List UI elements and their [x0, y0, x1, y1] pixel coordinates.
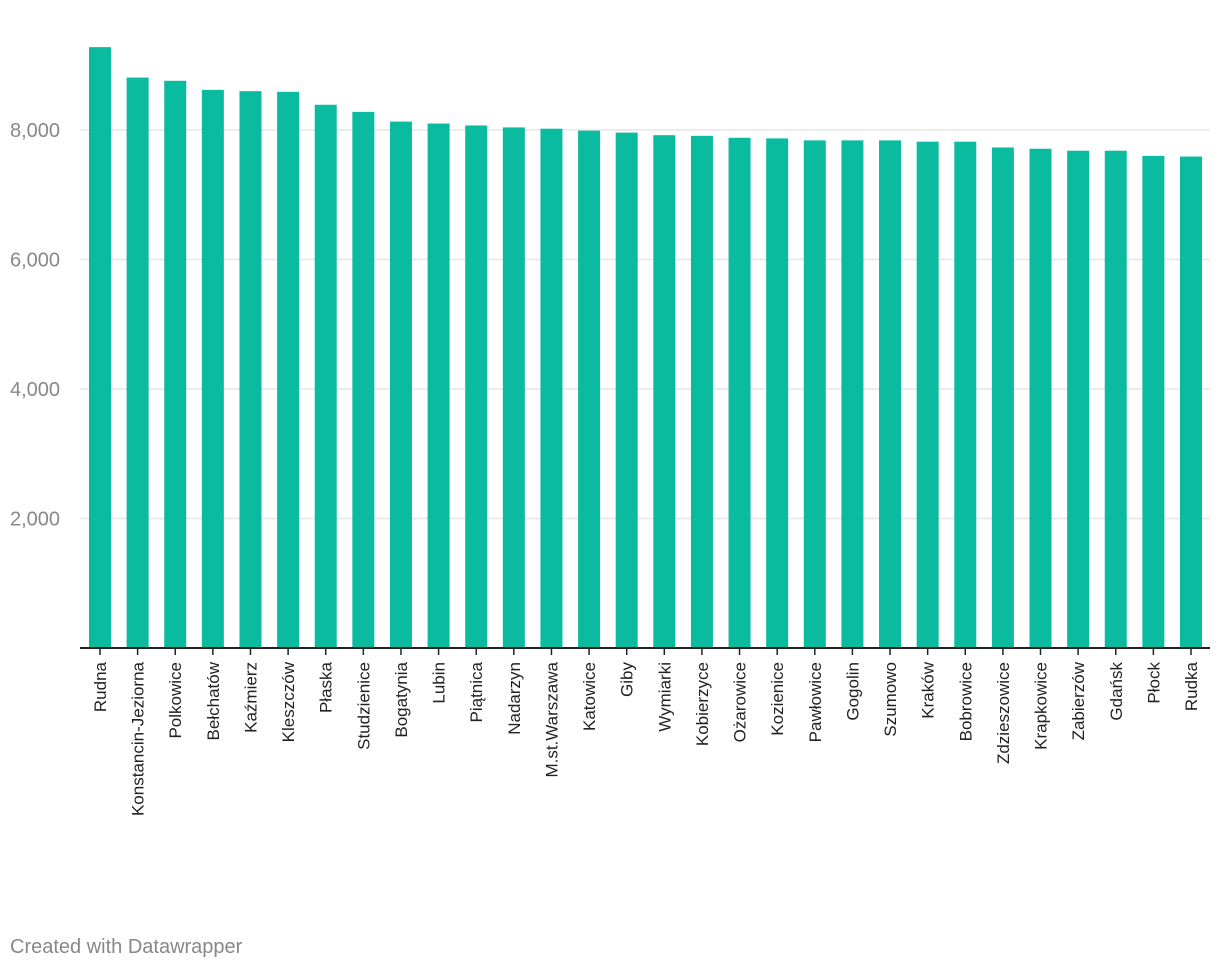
- bar: [352, 111, 375, 649]
- x-tick-label: Kobierzyce: [693, 662, 712, 746]
- credit-text: Created with Datawrapper: [10, 936, 243, 958]
- bar: [502, 127, 525, 648]
- x-tick-label: Kleszczów: [279, 661, 298, 742]
- gridlines: 2,000 4,000 6,000 8,000: [10, 120, 1210, 531]
- x-tick-label: Bobrowice: [956, 662, 975, 741]
- x-tick-label: Polkowice: [166, 662, 185, 739]
- x-tick-label: Rudna: [91, 661, 110, 712]
- y-tick-label: 6,000: [10, 250, 60, 272]
- y-tick-label: 8,000: [10, 120, 60, 142]
- bar: [916, 141, 939, 648]
- bar: [578, 130, 601, 648]
- bar: [201, 89, 224, 649]
- bar: [766, 138, 789, 649]
- bar: [690, 135, 713, 648]
- bar: [954, 141, 977, 648]
- x-tick-label: Pawłowice: [806, 662, 825, 742]
- bar: [239, 91, 262, 648]
- y-tick-label: 4,000: [10, 379, 60, 401]
- x-tick-label: Szumowo: [881, 662, 900, 737]
- bar: [164, 80, 187, 649]
- bar: [126, 77, 149, 649]
- x-tick-label: Krapkowice: [1032, 662, 1051, 750]
- x-tick-label: Bełchatów: [204, 661, 223, 740]
- x-tick-label: Ożarowice: [731, 662, 750, 742]
- x-tick-label: Płock: [1144, 662, 1163, 704]
- bar: [1067, 150, 1090, 648]
- bar: [277, 91, 300, 649]
- bar: [879, 140, 902, 649]
- x-tick-label: Bogatynia: [392, 661, 411, 737]
- bar: [1029, 148, 1052, 648]
- bar: [803, 140, 826, 649]
- bar: [389, 121, 412, 648]
- x-tick-label: M.st.Warszawa: [542, 661, 561, 777]
- x-tick-label: Katowice: [580, 662, 599, 731]
- x-tick-label: Zdzieszowice: [994, 662, 1013, 764]
- bar: [540, 128, 563, 648]
- x-tick-label: Nadarzyn: [505, 662, 524, 735]
- x-tick-label: Gdańsk: [1107, 662, 1126, 721]
- x-axis: [80, 647, 1210, 655]
- bar: [314, 104, 337, 648]
- x-tick-label: Gogolin: [843, 662, 862, 721]
- bar: [841, 140, 864, 649]
- x-tick-label: Studzienice: [354, 662, 373, 750]
- x-tick-label: Konstancin-Jeziorna: [129, 661, 148, 816]
- bar: [991, 147, 1014, 649]
- bar: [427, 123, 450, 648]
- bar: [1142, 155, 1165, 648]
- bar: [1180, 156, 1202, 649]
- category-labels: Rudna Konstancin-Jeziorna Polkowice Bełchat…: [91, 661, 1201, 816]
- x-tick-label: Wymiarki: [655, 662, 674, 732]
- bar: [728, 137, 751, 648]
- bar: [653, 135, 676, 648]
- x-tick-label: Lubin: [430, 662, 449, 704]
- bar: [89, 47, 111, 649]
- x-tick-label: Kaźmierz: [241, 662, 260, 733]
- x-tick-label: Kozienice: [768, 662, 787, 736]
- bars: [89, 47, 1202, 649]
- bar: [615, 132, 638, 649]
- bar: [1104, 150, 1127, 648]
- x-tick-label: Piątnica: [467, 661, 486, 722]
- x-tick-label: Płaska: [317, 661, 336, 713]
- y-tick-label: 2,000: [10, 509, 60, 531]
- x-tick-label: Kraków: [919, 661, 938, 718]
- x-tick-label: Zabierzów: [1069, 661, 1088, 740]
- bar: [465, 125, 488, 648]
- bar-chart: 2,000 4,000 6,000 8,000 Rudna Konstancin-Jez…: [10, 47, 1210, 816]
- x-tick-label: Giby: [618, 662, 637, 697]
- x-tick-label: Rudka: [1182, 661, 1201, 711]
